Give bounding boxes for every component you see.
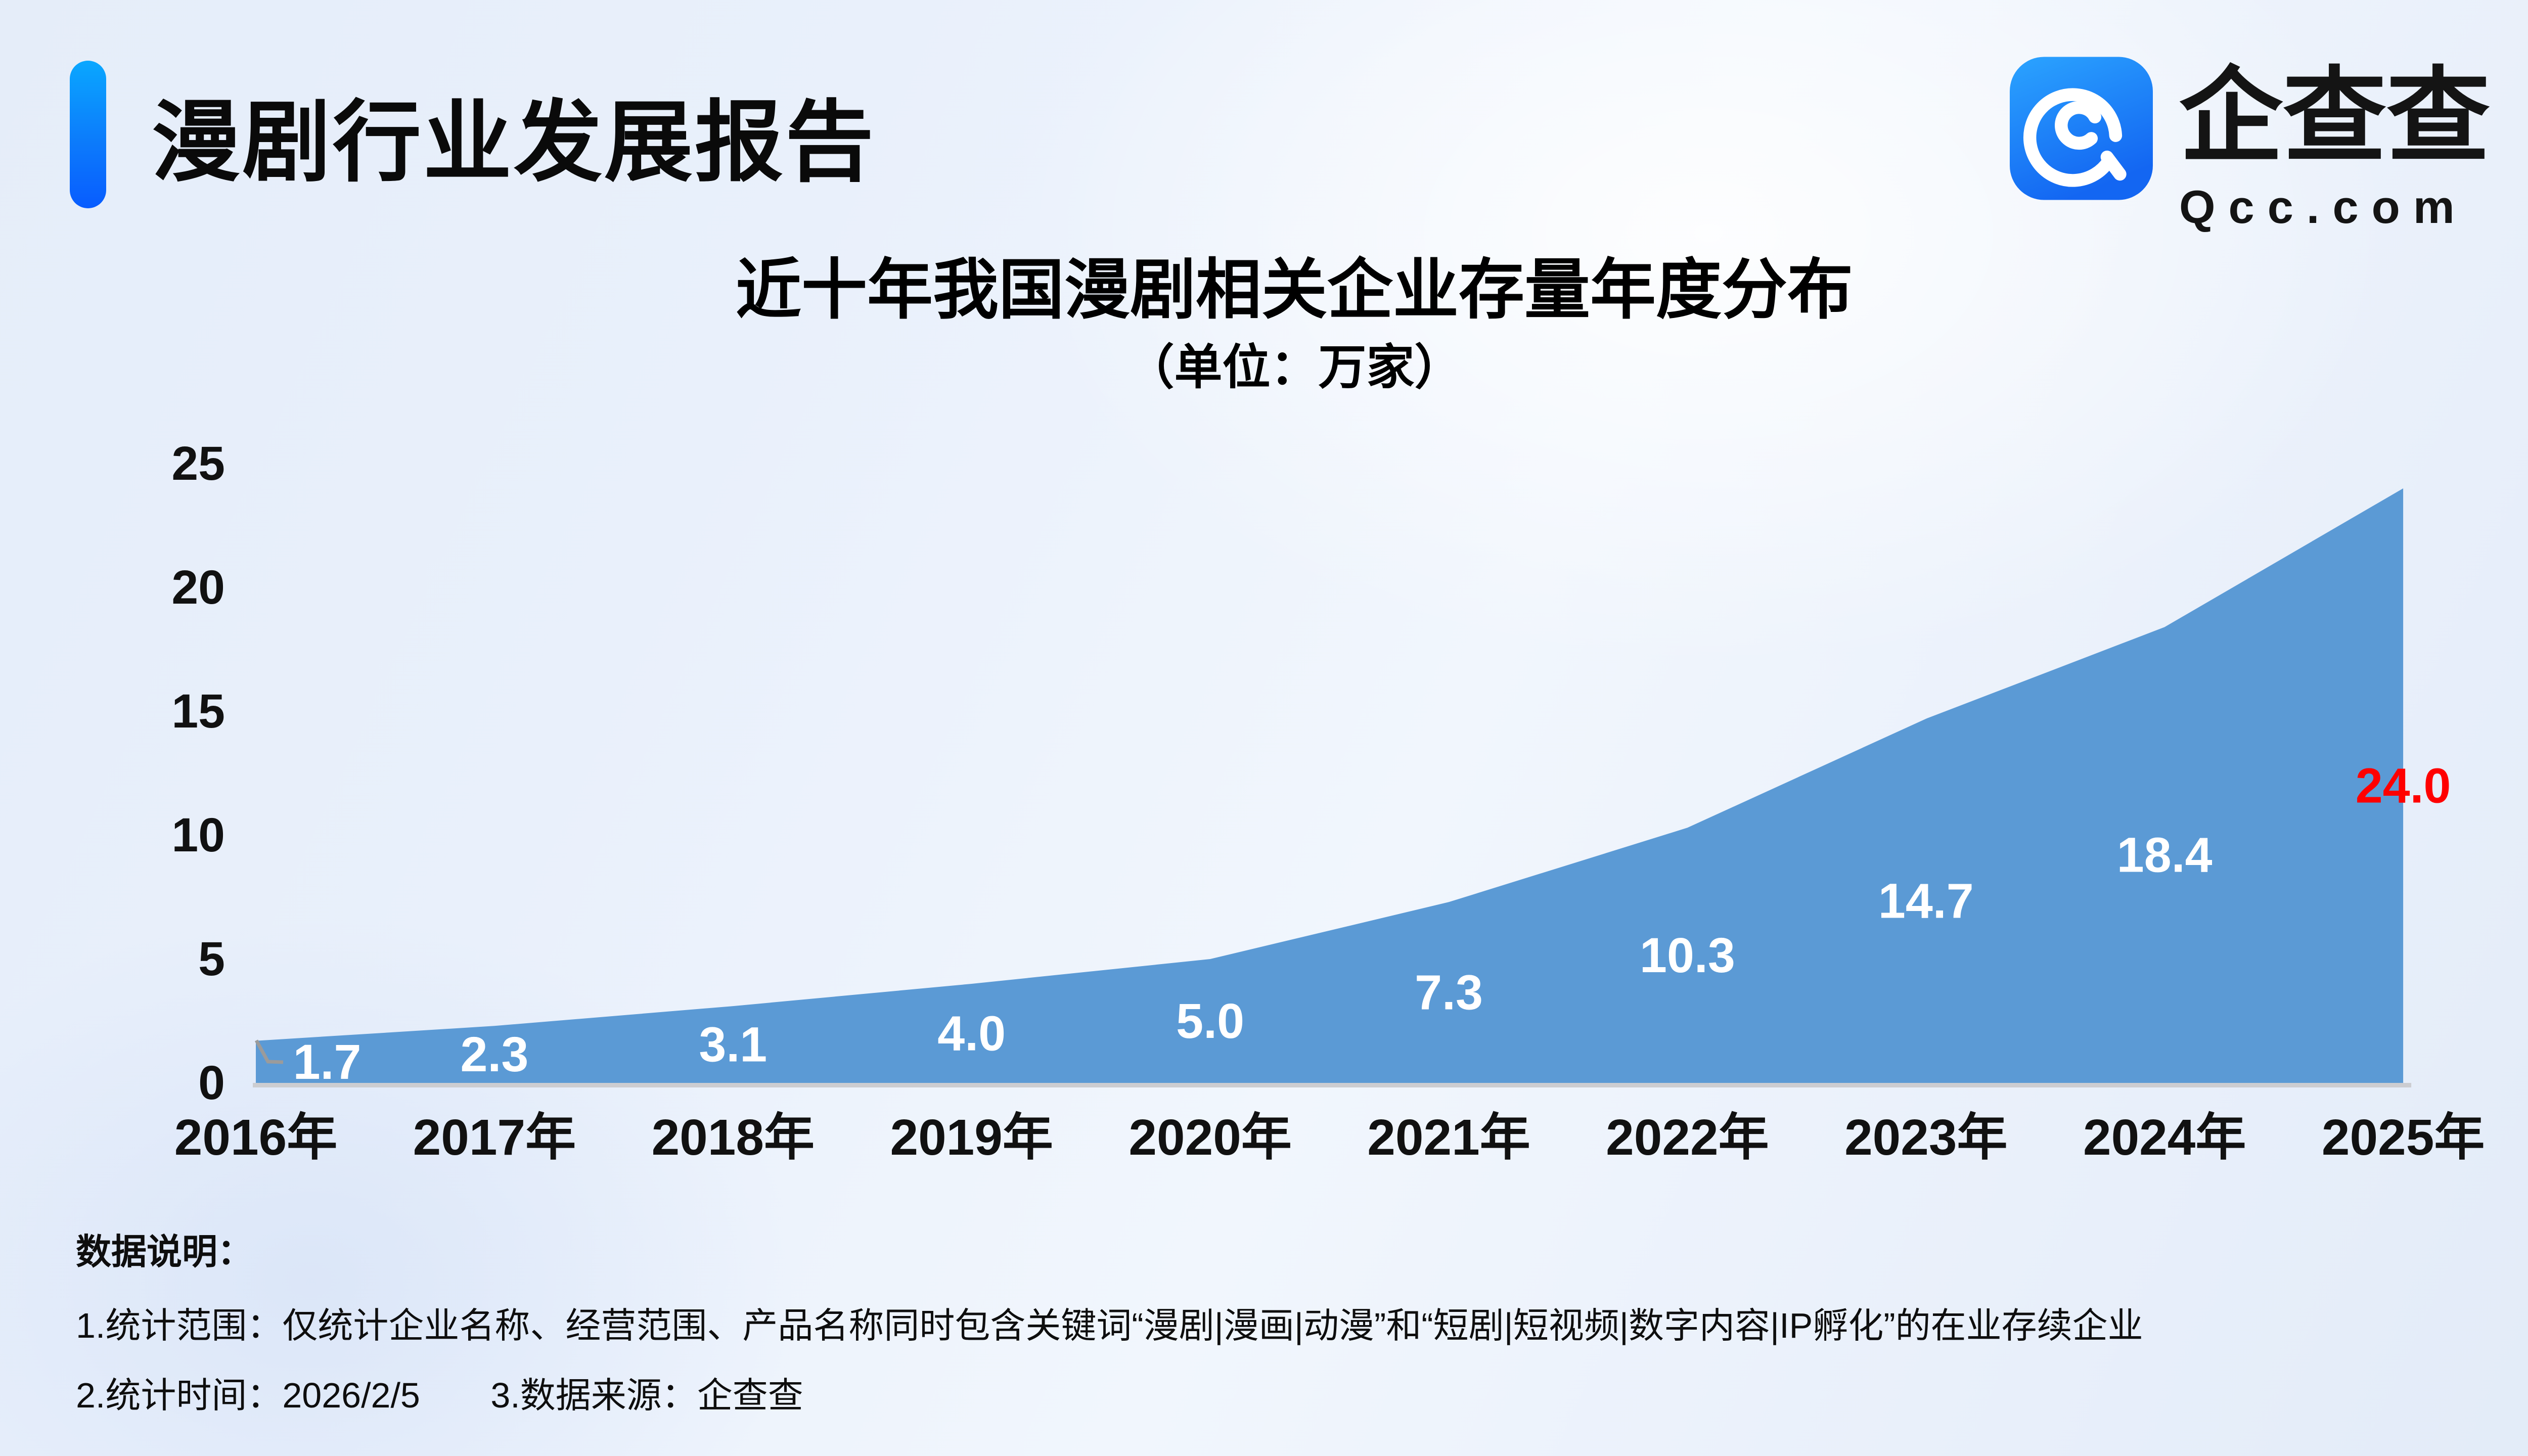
page-title: 漫剧行业发展报告 bbox=[152, 94, 876, 192]
logo-company-name: 企查查 bbox=[2179, 59, 2490, 174]
value-label: 5.0 bbox=[1176, 993, 1244, 1049]
value-label: 3.1 bbox=[699, 1017, 767, 1072]
x-tick-label: 2019年 bbox=[890, 1109, 1053, 1166]
value-label-highlight: 24.0 bbox=[2356, 758, 2451, 813]
x-tick-label: 2016年 bbox=[174, 1109, 337, 1166]
x-tick-label: 2025年 bbox=[2322, 1109, 2485, 1166]
x-tick-label: 2023年 bbox=[1844, 1109, 2007, 1166]
y-tick-label: 0 bbox=[198, 1056, 225, 1110]
value-label: 2.3 bbox=[460, 1027, 528, 1082]
y-tick-label: 20 bbox=[171, 561, 225, 614]
x-tick-label: 2018年 bbox=[652, 1109, 815, 1166]
footer-note-2b: 3.数据来源：企查查 bbox=[490, 1376, 803, 1415]
value-label: 18.4 bbox=[2117, 828, 2213, 883]
logo-icon-q-glyph bbox=[2023, 88, 2127, 187]
x-axis-line bbox=[253, 1083, 2412, 1087]
x-tick-label: 2021年 bbox=[1367, 1109, 1530, 1166]
x-tick-label: 2022年 bbox=[1606, 1109, 1769, 1166]
y-tick-label: 25 bbox=[171, 437, 225, 490]
leader-line bbox=[254, 1039, 284, 1064]
value-label: 7.3 bbox=[1415, 965, 1483, 1020]
value-label: 4.0 bbox=[937, 1006, 1006, 1061]
x-tick-label: 2020年 bbox=[1128, 1109, 1291, 1166]
y-tick-label: 10 bbox=[171, 808, 225, 862]
value-label: 1.7 bbox=[293, 1034, 362, 1089]
x-tick-label: 2024年 bbox=[2083, 1109, 2246, 1166]
chart-title: 近十年我国漫剧相关企业存量年度分布 bbox=[735, 253, 1853, 327]
qcc-logo-icon bbox=[2010, 57, 2153, 200]
chart-unit-subtitle: （单位：万家） bbox=[1126, 341, 1463, 394]
value-label: 10.3 bbox=[1640, 928, 1735, 983]
logo-text-block: 企查查 Qcc.com bbox=[2179, 60, 2490, 234]
footer-heading: 数据说明： bbox=[76, 1232, 253, 1271]
footer-note-1: 1.统计范围：仅统计企业名称、经营范围、产品名称同时包含关键词“漫剧|漫画|动漫… bbox=[76, 1306, 2143, 1345]
footer-note-2: 2.统计时间：2026/2/5 3.数据来源：企查查 bbox=[76, 1367, 803, 1418]
area-series bbox=[256, 488, 2404, 1083]
y-tick-label: 5 bbox=[198, 932, 225, 986]
value-label: 14.7 bbox=[1878, 873, 1974, 928]
qcc-logo: 企查查 Qcc.com bbox=[2010, 55, 2515, 233]
y-tick-label: 15 bbox=[171, 685, 225, 738]
footer-note-2a: 2.统计时间：2026/2/5 bbox=[76, 1376, 420, 1415]
title-accent-bar bbox=[70, 61, 106, 208]
x-tick-label: 2017年 bbox=[413, 1109, 576, 1166]
logo-domain: Qcc.com bbox=[2179, 181, 2468, 233]
